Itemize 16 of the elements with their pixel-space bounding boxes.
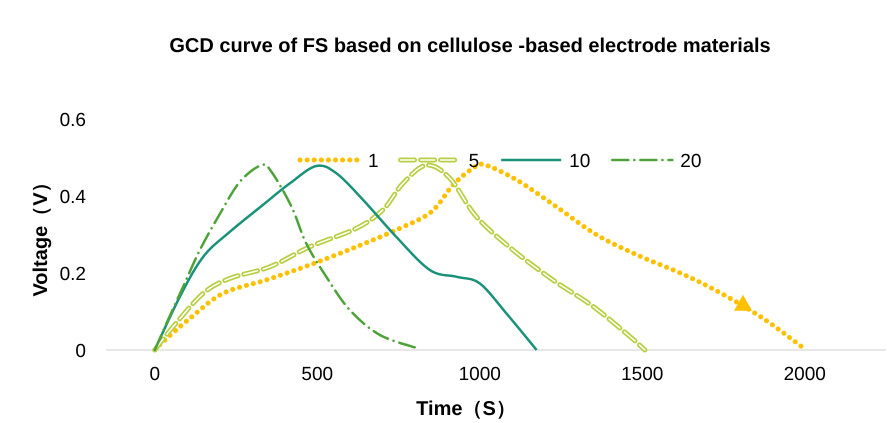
x-tick-label: 1000 [458, 364, 501, 385]
y-axis-title: Voltage（V） [30, 172, 52, 297]
legend-label: 1 [368, 151, 379, 172]
legend-label: 10 [569, 151, 590, 172]
legend-label: 5 [468, 151, 480, 172]
y-tick-label: 0.2 [60, 264, 86, 285]
chart-title: GCD curve of FS based on cellulose -based electrode materials [169, 35, 771, 57]
y-tick-label: 0.6 [60, 110, 86, 131]
y-tick-label: 0 [75, 341, 86, 362]
y-tick-label: 0.4 [60, 187, 86, 208]
x-tick-label: 0 [149, 364, 160, 385]
x-axis-title: Time（S） [416, 398, 516, 420]
x-tick-label: 1500 [621, 364, 664, 385]
x-tick-label: 2000 [784, 364, 826, 385]
x-tick-label: 500 [301, 364, 334, 385]
legend-label: 20 [680, 151, 702, 172]
